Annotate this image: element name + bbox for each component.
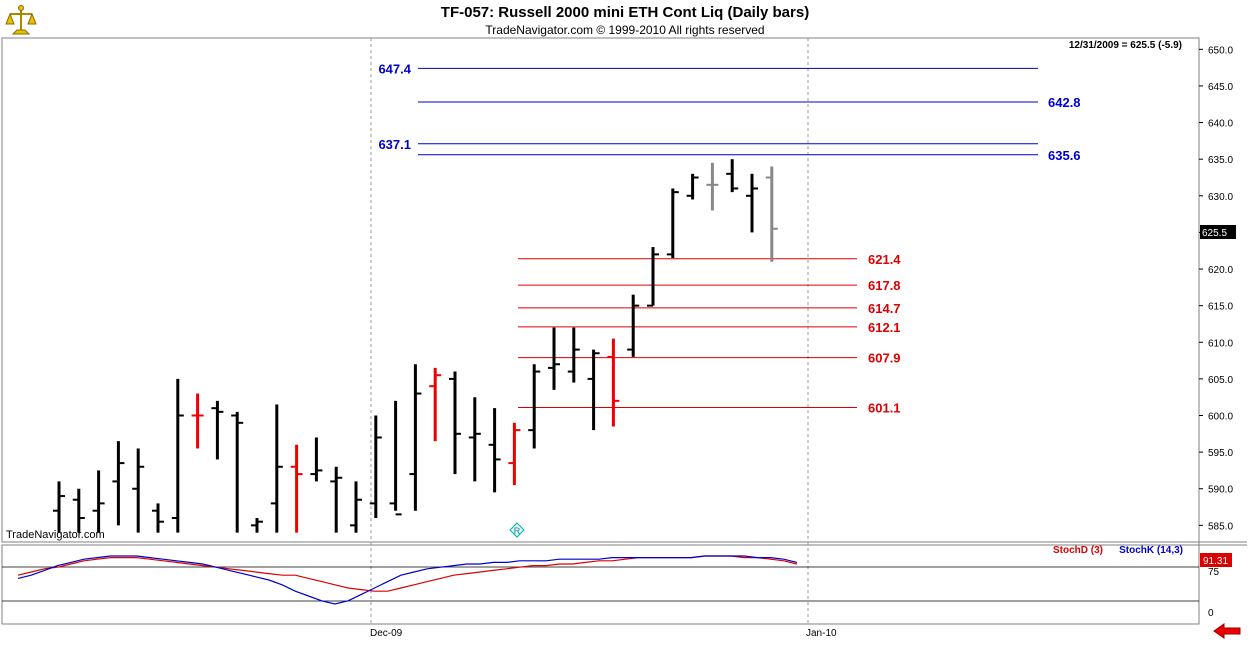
ohlc-bar xyxy=(409,364,422,511)
y-tick-label: 630.0 xyxy=(1208,192,1233,203)
red-level-label: 621.4 xyxy=(868,252,901,267)
ohlc-bar xyxy=(350,481,362,533)
osc-value-marker xyxy=(1200,553,1232,567)
y-tick-label: 610.0 xyxy=(1208,338,1233,349)
y-tick-label: 605.0 xyxy=(1208,375,1233,386)
y-tick-label: 600.0 xyxy=(1208,412,1233,423)
x-label-dec-09: Dec-09 xyxy=(370,628,403,639)
ohlc-bar xyxy=(488,408,501,493)
ohlc-bar xyxy=(765,166,778,262)
ohlc-bar xyxy=(508,422,521,486)
last-price-marker xyxy=(1200,225,1236,239)
x-label-jan-10: Jan-10 xyxy=(806,628,837,639)
ohlc-bar xyxy=(607,338,620,427)
ohlc-bar xyxy=(132,448,145,533)
ohlc-bar xyxy=(270,404,283,533)
y-tick-label: 620.0 xyxy=(1208,265,1233,276)
chart-copyright: TradeNavigator.com © 1999-2010 All right… xyxy=(485,23,765,37)
chart-title: TF-057: Russell 2000 mini ETH Cont Liq (… xyxy=(440,4,810,21)
ohlc-bar xyxy=(171,378,184,533)
red-level-label: 612.1 xyxy=(868,320,901,335)
ohlc-bar xyxy=(429,367,442,442)
y-tick-label: 635.0 xyxy=(1208,155,1233,166)
y-tick-label: 585.0 xyxy=(1208,521,1233,532)
blue-level-label: 647.4 xyxy=(378,61,411,76)
r-marker-label: R xyxy=(514,526,521,536)
y-tick-label: 590.0 xyxy=(1208,485,1233,496)
ohlc-bar xyxy=(587,349,600,431)
trade-navigator-logo xyxy=(4,4,38,38)
ohlc-bar xyxy=(567,327,580,383)
ohlc-bar xyxy=(191,393,204,449)
red-level-label: 601.1 xyxy=(868,400,901,415)
r-marker-icon[interactable]: R xyxy=(509,522,525,538)
price-readout: 12/31/2009 = 625.5 (-5.9) xyxy=(1069,40,1182,51)
osc-tick-75: 75 xyxy=(1208,567,1220,578)
ohlc-bar xyxy=(647,247,659,307)
ohlc-bar xyxy=(746,173,758,233)
y-tick-label: 650.0 xyxy=(1208,45,1233,56)
ohlc-bar xyxy=(528,364,541,449)
ohlc-bar xyxy=(627,294,640,357)
price-panel-border xyxy=(1,37,1200,543)
oscillator-panel-border xyxy=(1,544,1200,625)
ohlc-bar xyxy=(468,397,481,482)
stochk-legend: StochK (14,3) xyxy=(1119,545,1183,556)
ohlc-bar xyxy=(666,188,679,259)
stochk-line xyxy=(17,555,798,605)
ohlc-bar xyxy=(686,173,699,200)
last-price-label: 625.5 xyxy=(1202,228,1227,239)
osc-value-label: 91.31 xyxy=(1203,556,1228,567)
ohlc-bar xyxy=(310,437,323,482)
y-tick-label: 640.0 xyxy=(1208,119,1233,130)
ohlc-bar xyxy=(548,327,560,390)
watermark-text: TradeNavigator.com xyxy=(6,529,105,541)
blue-level-label: 635.6 xyxy=(1048,148,1081,163)
ohlc-bar xyxy=(330,466,343,533)
ohlc-bar xyxy=(112,441,125,526)
ohlc-bar xyxy=(290,444,303,533)
ohlc-bar xyxy=(251,518,263,533)
red-level-label: 614.7 xyxy=(868,301,901,316)
red-level-label: 617.8 xyxy=(868,278,901,293)
blue-level-label: 637.1 xyxy=(378,137,411,152)
y-tick-label: 645.0 xyxy=(1208,82,1233,93)
ohlc-bar xyxy=(231,411,244,533)
blue-level-label: 642.8 xyxy=(1048,95,1081,110)
y-tick-label: 595.0 xyxy=(1208,448,1233,459)
ohlc-bar xyxy=(389,400,402,516)
red-level-label: 607.9 xyxy=(868,351,901,366)
ohlc-bar xyxy=(211,400,224,460)
ohlc-bar xyxy=(706,162,719,211)
y-tick-label: 615.0 xyxy=(1208,302,1233,313)
stochd-legend: StochD (3) xyxy=(1053,545,1103,556)
scroll-left-arrow-icon[interactable] xyxy=(1212,622,1242,640)
ohlc-bar xyxy=(152,503,164,533)
ohlc-bar xyxy=(92,470,105,533)
ohlc-bar xyxy=(53,481,65,533)
ohlc-bar xyxy=(449,371,461,475)
ohlc-bar xyxy=(72,488,85,533)
ohlc-bar xyxy=(726,159,739,193)
osc-tick-0: 0 xyxy=(1208,608,1214,619)
ohlc-bar xyxy=(369,415,382,519)
